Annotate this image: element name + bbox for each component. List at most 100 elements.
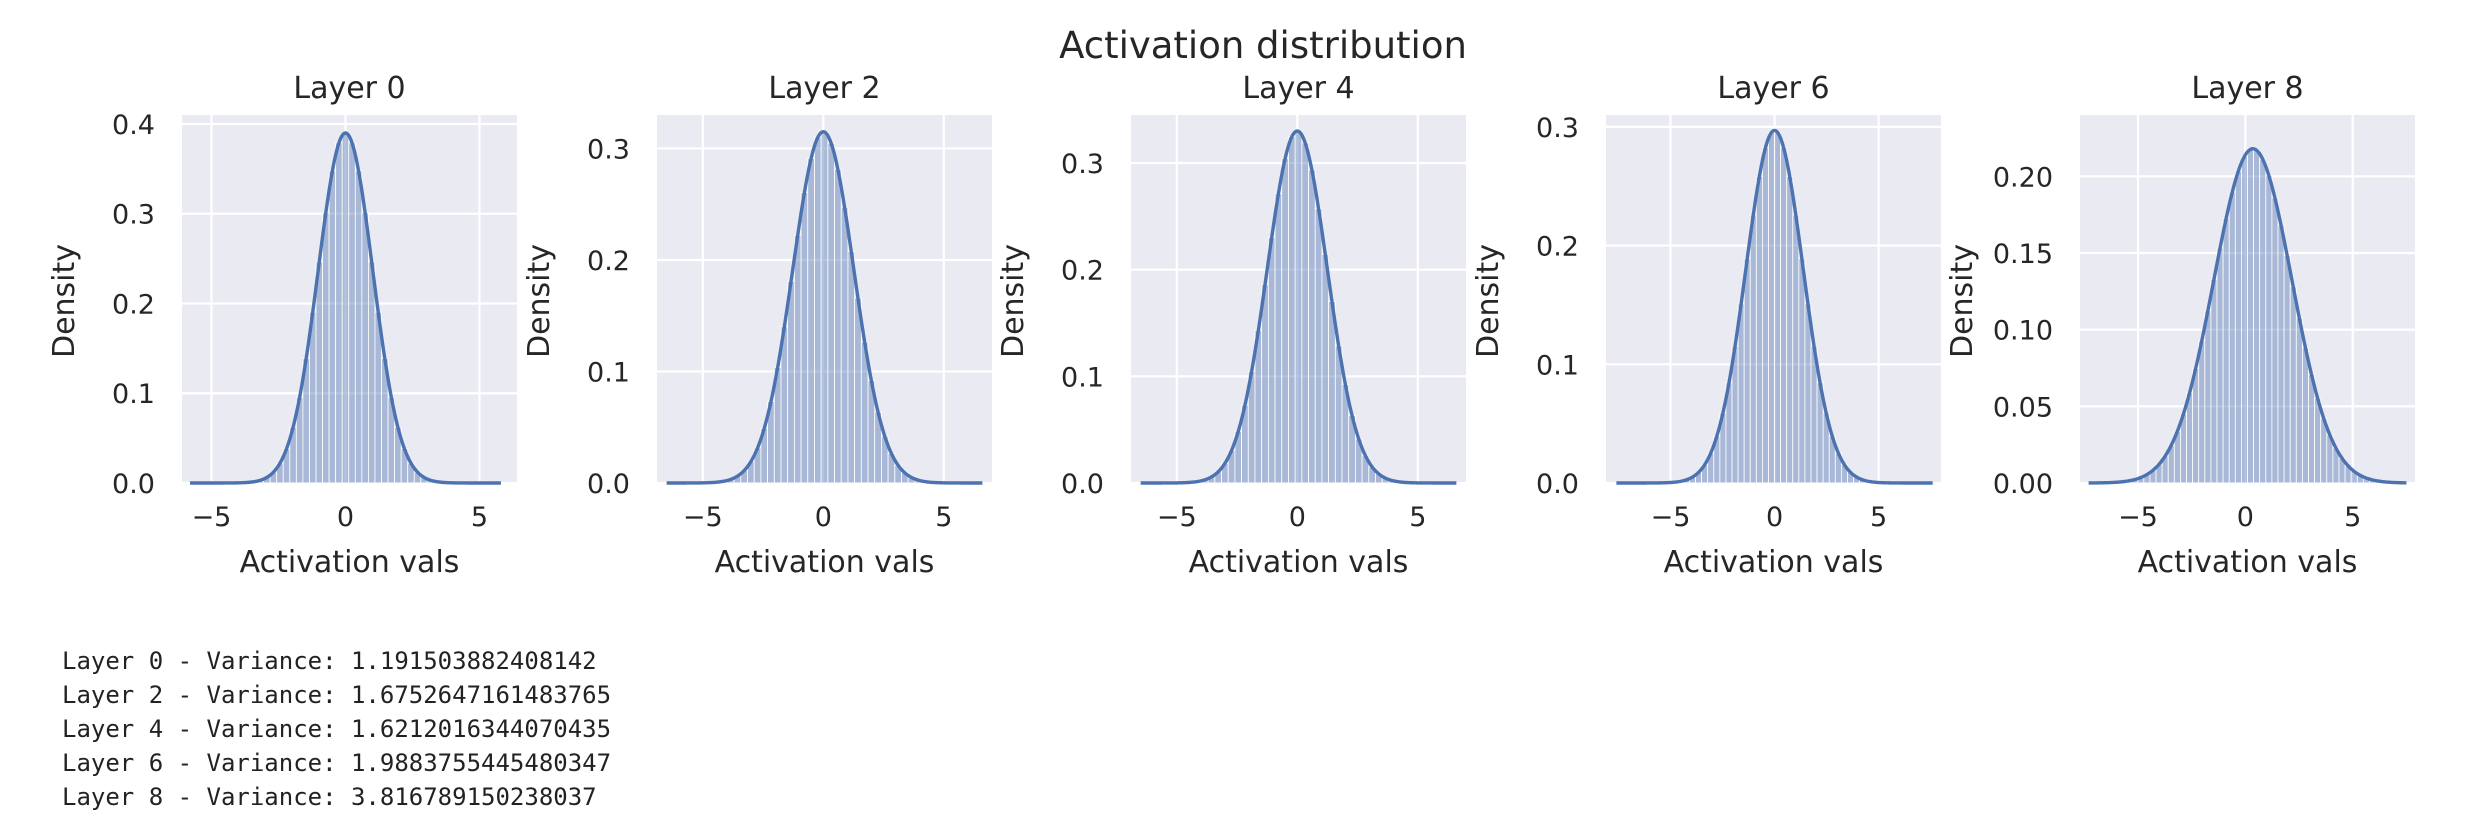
- y-axis-label: Density: [522, 244, 557, 358]
- histogram-bar: [1749, 214, 1757, 484]
- histogram-bar: [1798, 258, 1806, 484]
- x-tick-label: 0: [337, 502, 354, 533]
- histogram-bar: [2198, 340, 2206, 484]
- x-tick-label: −5: [683, 502, 723, 533]
- plot-area: [657, 115, 992, 483]
- output-line: Layer 8 - Variance: 3.816789150238037: [62, 783, 597, 811]
- y-axis-label: Density: [1471, 244, 1506, 358]
- histogram-bars: [2094, 148, 2401, 484]
- x-axis-label: Activation vals: [2138, 545, 2358, 580]
- y-tick-label: 0.2: [1536, 232, 1579, 263]
- histogram-bar: [1301, 142, 1309, 484]
- histogram-bar: [1786, 176, 1794, 484]
- histogram-bar: [1761, 147, 1769, 484]
- histogram-bar: [328, 170, 337, 484]
- histogram-bar: [315, 261, 323, 484]
- histogram-bar: [787, 281, 795, 484]
- histogram-bar: [800, 192, 809, 484]
- y-tick-label: 0.3: [112, 200, 155, 231]
- histogram-bar: [348, 142, 356, 484]
- histogram-bar: [1792, 214, 1800, 484]
- histogram-bar: [361, 212, 369, 484]
- histogram-bar: [2271, 197, 2279, 484]
- y-tick-label: 0.1: [587, 357, 630, 388]
- histogram-bar: [2295, 317, 2303, 484]
- panel-title: Layer 2: [768, 71, 880, 106]
- y-tick-label: 0.20: [1993, 162, 2053, 193]
- output-line: Layer 6 - Variance: 1.9883755445480347: [62, 749, 612, 777]
- histogram-bar: [322, 212, 330, 484]
- histogram-bar: [1281, 158, 1289, 484]
- histogram-bar: [854, 297, 862, 484]
- histogram-bar: [1768, 131, 1775, 484]
- plot-area: [1131, 115, 1466, 483]
- x-tick-label: 0: [1289, 502, 1306, 533]
- kde-line: [190, 131, 501, 485]
- y-tick-label: 0.2: [112, 289, 155, 320]
- panel-title: Layer 8: [2191, 71, 2303, 106]
- y-tick-label: 0.10: [1993, 316, 2053, 347]
- histogram-bar: [2265, 175, 2273, 484]
- histogram-bar: [1755, 176, 1763, 484]
- histogram-bar: [847, 251, 856, 484]
- panel-title: Layer 6: [1717, 71, 1829, 106]
- histogram-bar: [2204, 310, 2212, 484]
- x-tick-label: −5: [1651, 502, 1691, 533]
- panel-3: Layer 6 −5 0 5 0.0 0.1 0.2 0.3 Activation vals De…: [1471, 71, 1941, 580]
- histogram-bar: [834, 169, 842, 484]
- histogram-bar: [2277, 224, 2285, 484]
- figure-title: Activation distribution: [1059, 24, 1467, 67]
- panel-2: Layer 4 −5 0 5 0.0 0.1 0.2 0.3 Activation vals De…: [996, 71, 1466, 580]
- x-tick-label: 5: [1870, 502, 1887, 533]
- panel-0: Layer 0 −5 0 5 0.0 0.1 0.2 0.3 0.4 Activation val…: [47, 71, 517, 580]
- histogram-bar: [1288, 136, 1296, 484]
- histogram-bar: [2259, 158, 2267, 484]
- x-tick-label: −5: [192, 502, 232, 533]
- histogram-bar: [1294, 130, 1303, 484]
- y-tick-label: 0.0: [112, 469, 155, 500]
- histogram-bars: [1622, 131, 1927, 484]
- y-tick-label: 0.2: [587, 246, 630, 277]
- output-line: Layer 2 - Variance: 1.6752647161483765: [62, 681, 612, 709]
- x-axis-label: Activation vals: [715, 545, 935, 580]
- histogram-bar: [2283, 255, 2291, 484]
- kde-line: [1140, 129, 1457, 485]
- y-tick-label: 0.3: [1536, 113, 1579, 144]
- y-tick-label: 0.1: [1061, 362, 1104, 393]
- y-tick-label: 0.0: [587, 469, 630, 500]
- histogram-bar: [2308, 374, 2315, 484]
- x-tick-label: −5: [2118, 502, 2158, 533]
- histogram-bar: [2222, 217, 2230, 484]
- y-tick-label: 0.00: [1993, 469, 2053, 500]
- kde-line: [666, 129, 983, 485]
- y-tick-label: 0.3: [587, 134, 630, 165]
- histogram-bar: [1314, 208, 1323, 484]
- histogram-bar: [335, 142, 343, 484]
- x-tick-label: 0: [1766, 502, 1783, 533]
- y-tick-label: 0.2: [1061, 256, 1104, 287]
- histogram-bar: [827, 142, 835, 484]
- y-axis-label: Density: [47, 244, 82, 358]
- y-tick-label: 0.05: [1993, 392, 2053, 423]
- plot-area: [182, 115, 517, 483]
- histogram-bar: [2253, 149, 2261, 484]
- x-tick-label: −5: [1157, 502, 1197, 533]
- panel-1: Layer 2 −5 0 5 0.0 0.1 0.2 0.3 Activation vals De…: [522, 71, 992, 580]
- y-axis-label: Density: [996, 244, 1031, 358]
- histogram-bar: [1308, 169, 1316, 484]
- histogram-bar: [1780, 147, 1788, 484]
- histogram-bar: [2247, 148, 2254, 484]
- output-line: Layer 4 - Variance: 1.6212016344070435: [62, 715, 612, 743]
- histogram-bar: [814, 136, 822, 484]
- x-axis-label: Activation vals: [240, 545, 460, 580]
- histogram-bar: [354, 170, 363, 484]
- x-axis-label: Activation vals: [1189, 545, 1409, 580]
- x-tick-label: 5: [935, 502, 952, 533]
- y-tick-label: 0.4: [112, 110, 155, 141]
- x-tick-label: 5: [1409, 502, 1426, 533]
- histogram-bar: [368, 261, 376, 484]
- output-line: Layer 0 - Variance: 1.191503882408142: [62, 647, 597, 675]
- x-tick-label: 0: [815, 502, 832, 533]
- y-tick-label: 0.1: [112, 379, 155, 410]
